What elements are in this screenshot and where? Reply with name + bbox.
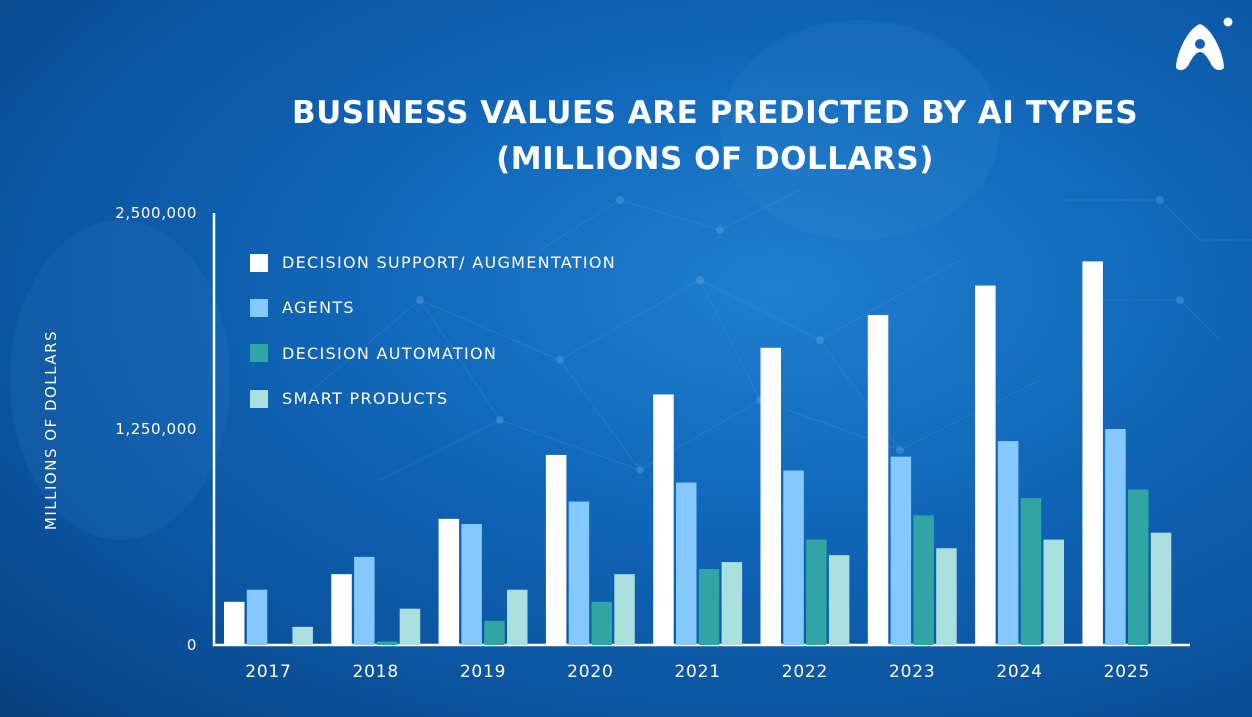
- legend-item: SMART PRODUCTS: [250, 376, 616, 421]
- bar-2024-series-1: [975, 285, 996, 645]
- x-tick-label: 2023: [889, 662, 935, 682]
- legend-swatch: [250, 344, 268, 363]
- bar-2025-series-1: [1082, 261, 1103, 645]
- legend-item: DECISION SUPPORT/ AUGMENTATION: [250, 240, 616, 285]
- bar-2024-series-4: [1043, 539, 1064, 645]
- legend-label: SMART PRODUCTS: [282, 389, 449, 409]
- legend-item: AGENTS: [250, 285, 616, 330]
- bar-2018-series-4: [399, 608, 421, 645]
- legend-item: DECISION AUTOMATION: [250, 331, 616, 376]
- legend-swatch: [250, 298, 268, 317]
- chart-title: BUSINESS VALUES ARE PREDICTED BY AI TYPE…: [250, 90, 1180, 182]
- bar-2024-series-2: [997, 441, 1019, 645]
- brand-logo-icon: [1176, 17, 1233, 71]
- x-tick-label: 2025: [1104, 662, 1150, 682]
- y-tick-label: 2,500,000: [115, 204, 197, 222]
- bar-2023-series-2: [890, 456, 912, 645]
- bar-2019-series-3: [484, 620, 505, 645]
- bar-2020-series-1: [545, 454, 567, 645]
- bar-2017-series-2: [246, 589, 268, 645]
- bar-2022-series-3: [806, 539, 827, 645]
- bar-2025-series-3: [1128, 489, 1149, 645]
- bar-2018-series-3: [376, 641, 398, 645]
- x-tick-label: 2018: [353, 662, 399, 682]
- x-tick-label: 2022: [782, 662, 828, 682]
- y-tick-label: 1,250,000: [115, 420, 197, 438]
- bar-2023-series-3: [913, 515, 934, 645]
- bar-2025-series-4: [1150, 532, 1172, 645]
- x-tick-label: 2020: [567, 662, 613, 682]
- bar-2020-series-3: [591, 601, 612, 645]
- bar-2017-series-4: [292, 626, 313, 645]
- bar-2021-series-3: [698, 568, 720, 645]
- x-tick-label: 2017: [245, 662, 291, 682]
- bar-2021-series-1: [653, 394, 674, 645]
- legend-swatch: [250, 389, 268, 408]
- bar-2020-series-2: [568, 501, 590, 645]
- bar-2024-series-3: [1020, 498, 1042, 645]
- bar-2022-series-4: [828, 555, 850, 645]
- legend-swatch: [250, 253, 268, 272]
- bar-2022-series-2: [783, 470, 804, 645]
- chart-title-line-2: (MILLIONS OF DOLLARS): [496, 141, 934, 177]
- legend-label: AGENTS: [282, 298, 355, 318]
- x-tick-label: 2021: [674, 662, 720, 682]
- bar-2023-series-1: [867, 314, 889, 645]
- bar-2020-series-4: [614, 574, 635, 645]
- chart-legend: DECISION SUPPORT/ AUGMENTATION AGENTS DECI…: [250, 240, 616, 421]
- y-tick-label: 0: [187, 636, 197, 654]
- chart-title-line-1: BUSINESS VALUES ARE PREDICTED BY AI TYPE…: [291, 95, 1139, 131]
- bar-2019-series-4: [507, 589, 528, 645]
- bar-2018-series-1: [331, 574, 352, 645]
- bar-2017-series-1: [224, 601, 245, 645]
- bar-2025-series-2: [1105, 429, 1126, 645]
- bar-2019-series-2: [461, 524, 482, 645]
- legend-label: DECISION AUTOMATION: [282, 343, 498, 363]
- bar-2018-series-2: [354, 556, 375, 645]
- bar-2019-series-1: [438, 518, 460, 645]
- x-tick-label: 2024: [996, 662, 1042, 682]
- bar-2021-series-2: [676, 482, 697, 645]
- bar-2023-series-4: [936, 548, 957, 645]
- bar-2022-series-1: [760, 347, 781, 645]
- x-tick-label: 2019: [460, 662, 506, 682]
- bar-2021-series-4: [721, 562, 743, 645]
- legend-label: DECISION SUPPORT/ AUGMENTATION: [282, 253, 617, 273]
